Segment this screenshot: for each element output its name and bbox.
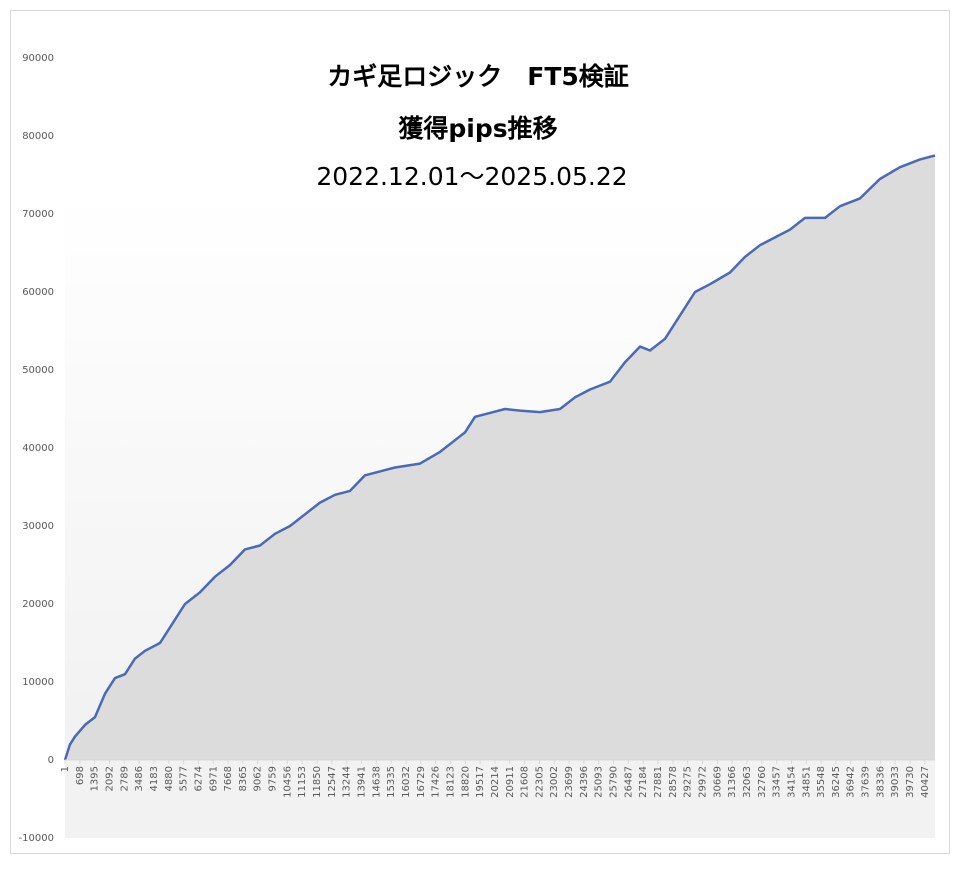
x-tick-label: 5577 [179, 766, 190, 791]
y-tick-label: 40000 [22, 443, 54, 454]
x-tick-label: 38336 [875, 766, 886, 798]
x-tick-label: 2789 [119, 766, 130, 791]
x-tick-label: 25790 [609, 766, 620, 798]
chart-subtitle: 獲得pips推移 [398, 114, 557, 143]
x-tick-label: 2092 [104, 766, 115, 791]
x-tick-label: 39730 [905, 766, 916, 798]
y-tick-label: -10000 [19, 833, 54, 844]
x-tick-label: 20214 [490, 766, 501, 798]
x-tick-label: 8365 [238, 766, 249, 791]
x-tick-label: 35548 [816, 766, 827, 798]
x-tick-label: 27184 [638, 766, 649, 798]
x-tick-label: 13941 [357, 766, 368, 798]
x-tick-label: 7668 [223, 766, 234, 791]
x-tick-label: 32760 [757, 766, 768, 798]
y-tick-label: 50000 [22, 365, 54, 376]
x-tick-label: 18123 [445, 766, 456, 798]
x-tick-label: 23002 [549, 766, 560, 798]
chart-date-range: 2022.12.01～2025.05.22 [316, 162, 627, 191]
y-tick-label: 70000 [22, 209, 54, 220]
x-tick-label: 29275 [683, 766, 694, 798]
x-tick-label: 14638 [371, 766, 382, 798]
y-tick-label: 80000 [22, 131, 54, 142]
x-tick-label: 16032 [401, 766, 412, 798]
x-tick-label: 30669 [712, 766, 723, 798]
x-tick-label: 20911 [505, 766, 516, 798]
x-tick-label: 29972 [697, 766, 708, 798]
x-tick-label: 6971 [208, 766, 219, 791]
x-tick-label: 25093 [594, 766, 605, 798]
chart-title: カギ足ロジック FT5検証 [327, 62, 629, 91]
x-tick-label: 31366 [727, 766, 738, 798]
x-tick-label: 40427 [920, 766, 931, 798]
x-tick-label: 22305 [534, 766, 545, 798]
x-tick-label: 3486 [134, 766, 145, 791]
y-tick-label: 90000 [22, 53, 54, 64]
below-zero-band [65, 760, 935, 838]
x-tick-label: 16729 [416, 766, 427, 798]
x-tick-label: 27881 [653, 766, 664, 798]
x-tick-label: 24396 [579, 766, 590, 798]
x-tick-label: 15335 [386, 766, 397, 798]
x-tick-label: 12547 [327, 766, 338, 798]
y-tick-label: 0 [48, 755, 54, 766]
x-tick-label: 37639 [861, 766, 872, 798]
x-tick-label: 4880 [164, 766, 175, 791]
x-tick-label: 11153 [297, 766, 308, 798]
line [63, 154, 936, 761]
x-tick-label: 4183 [149, 766, 160, 791]
x-tick-label: 6274 [193, 766, 204, 791]
x-tick-label: 1395 [90, 766, 101, 791]
x-tick-label: 36245 [831, 766, 842, 798]
x-tick-label: 34851 [801, 766, 812, 798]
x-tick-label: 32063 [742, 766, 753, 798]
x-tick-label: 1 [60, 766, 71, 772]
x-tick-label: 13244 [342, 766, 353, 798]
x-tick-label: 21608 [520, 766, 531, 798]
y-tick-label: 10000 [22, 677, 54, 688]
x-tick-label: 10456 [282, 766, 293, 798]
x-tick-label: 26487 [623, 766, 634, 798]
x-tick-label: 18820 [460, 766, 471, 798]
x-tick-label: 36942 [846, 766, 857, 798]
y-tick-label: 60000 [22, 287, 54, 298]
x-tick-label: 33457 [772, 766, 783, 798]
x-tick-label: 19517 [475, 766, 486, 798]
y-tick-label: 30000 [22, 521, 54, 532]
area [65, 155, 935, 760]
x-tick-label: 39033 [890, 766, 901, 798]
x-tick-label: 34154 [786, 766, 797, 798]
x-tick-label: 698 [75, 766, 86, 785]
x-tick-label: 23699 [564, 766, 575, 798]
x-tick-label: 28578 [668, 766, 679, 798]
x-tick-label: 9759 [268, 766, 279, 791]
x-tick-label: 17426 [431, 766, 442, 798]
x-tick-label: 11850 [312, 766, 323, 798]
x-tick-label: 9062 [253, 766, 264, 791]
y-tick-label: 20000 [22, 599, 54, 610]
